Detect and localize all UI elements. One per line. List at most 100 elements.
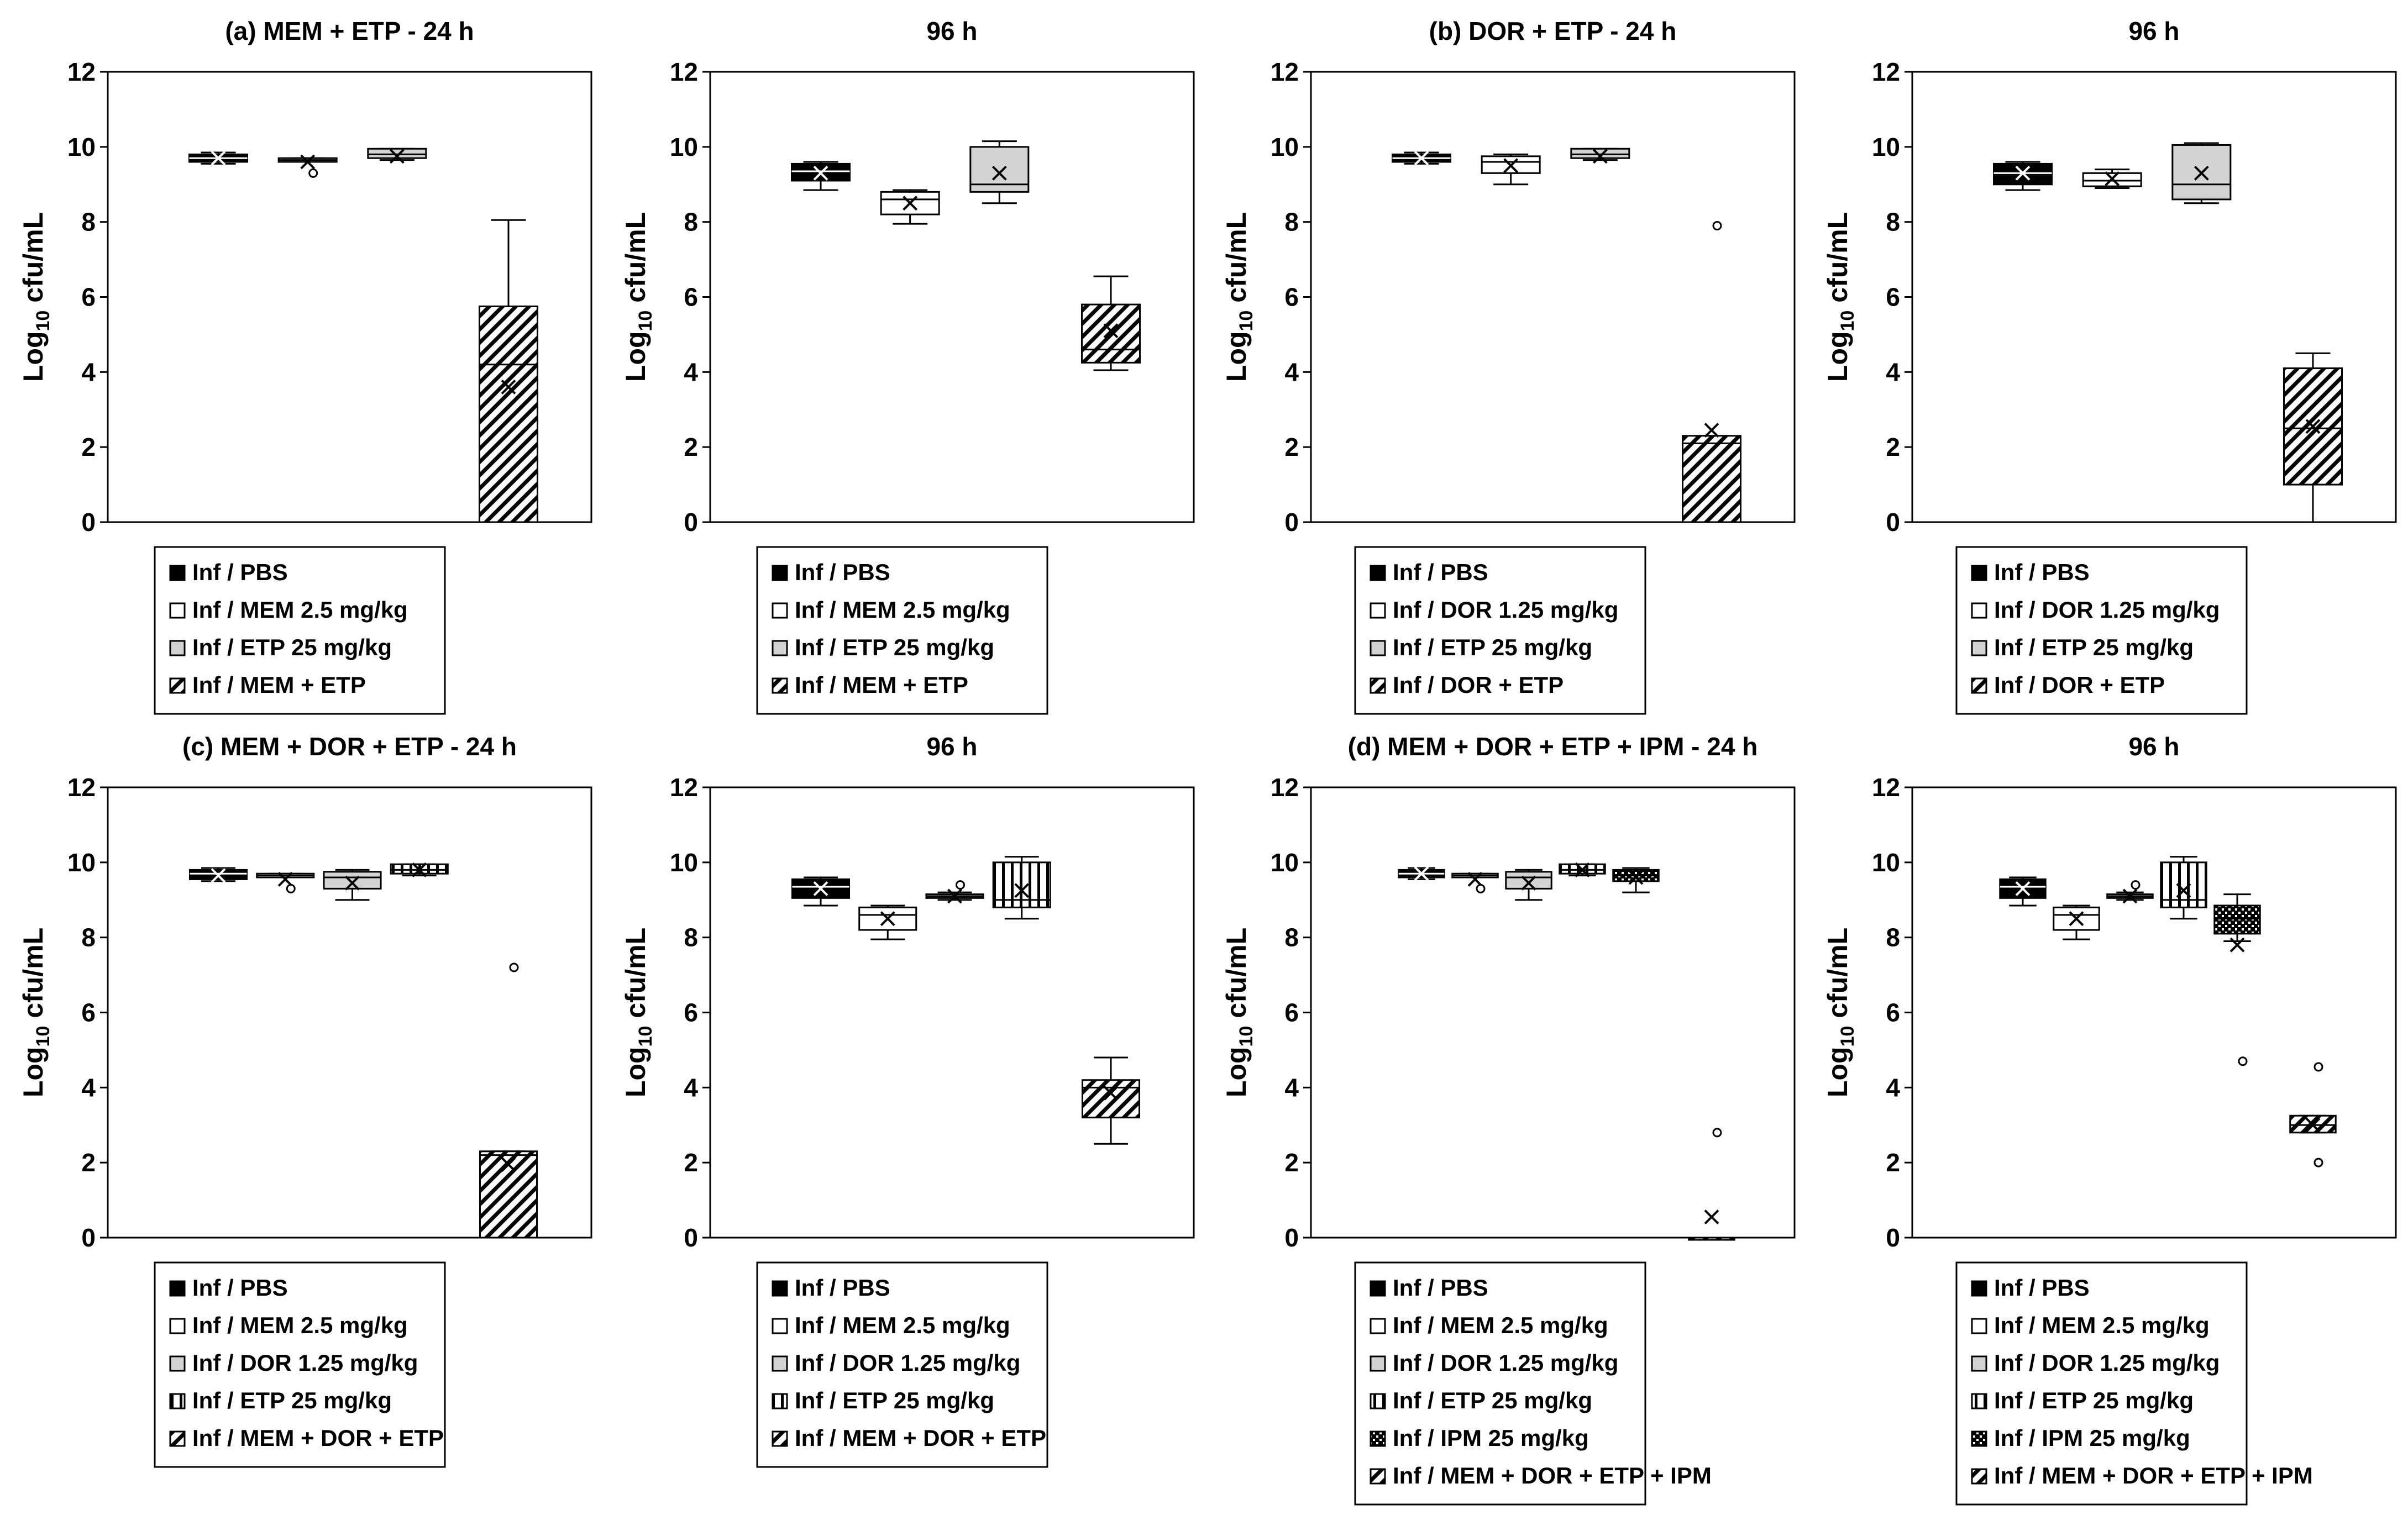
chart-title: (b) DOR + ETP - 24 h: [1429, 17, 1677, 45]
legend-label: Inf / MEM + DOR + ETP: [192, 1425, 444, 1451]
outlier-point: [2238, 1056, 2248, 1066]
y-axis-label: Log10 cfu/mL: [620, 928, 656, 1097]
y-tick-label: 6: [1284, 283, 1299, 312]
y-tick-label: 0: [684, 508, 698, 536]
y-axis-label: Log10 cfu/mL: [1221, 212, 1257, 382]
chart-panel-6: (d) MEM + DOR + ETP + IPM - 24 h 0 2 4 6 8 10 1…: [1221, 732, 1796, 1506]
legend-label: Inf / ETP 25 mg/kg: [192, 1387, 392, 1413]
legend-swatch: [169, 677, 186, 694]
y-axis-label: Log10 cfu/mL: [1822, 212, 1858, 382]
mean-marker: [501, 1157, 516, 1172]
y-tick-label: 12: [670, 773, 698, 802]
y-tick-label: 2: [1284, 433, 1299, 461]
legend-frame: [1354, 1261, 1646, 1506]
legend-label: Inf / PBS: [192, 559, 288, 585]
box-0: [1999, 876, 2047, 907]
legend-label: Inf / ETP 25 mg/kg: [1393, 634, 1592, 660]
legend-label: Inf / MEM + ETP: [192, 672, 366, 698]
y-tick-label: 12: [1872, 57, 1900, 86]
chart-title: (d) MEM + DOR + ETP + IPM - 24 h: [1348, 732, 1758, 761]
outlier-point: [286, 883, 296, 893]
legend-label: Inf / DOR 1.25 mg/kg: [192, 1350, 418, 1376]
chart-panel-2: (b) DOR + ETP - 24 h 0 2 4 6 8 10 12 Log10 cfu/m…: [1221, 17, 1796, 715]
legend-label: Inf / ETP 25 mg/kg: [1393, 1387, 1592, 1413]
legend-label: Inf / DOR 1.25 mg/kg: [795, 1350, 1020, 1376]
legend-swatch: [1971, 1280, 1987, 1297]
legend-frame: [154, 546, 446, 715]
y-tick-label: 2: [81, 1148, 96, 1177]
legend: Inf / PBS Inf / MEM 2.5 mg/kg Inf / ETP 25…: [756, 546, 1048, 715]
legend-label: Inf / MEM + DOR + ETP + IPM: [1393, 1463, 1712, 1488]
mean-marker: [1103, 323, 1119, 339]
legend-label: Inf / DOR 1.25 mg/kg: [1994, 1350, 2220, 1376]
chart-panel-4: (c) MEM + DOR + ETP - 24 h 0 2 4 6 8 10 12 Log10…: [18, 732, 592, 1468]
mean-marker: [1704, 423, 1719, 438]
box-2: [1570, 148, 1630, 164]
box-3: [2160, 856, 2207, 920]
legend-label: Inf / PBS: [192, 1275, 288, 1301]
outlier-point: [1476, 883, 1486, 893]
legend-label: Inf / DOR + ETP: [1994, 672, 2165, 698]
y-tick-label: 4: [81, 1073, 96, 1102]
legend-swatch: [1370, 1468, 1386, 1485]
outlier-point: [2313, 1062, 2323, 1072]
box-2: [323, 869, 382, 901]
box-3: [479, 219, 538, 523]
legend: Inf / PBS Inf / MEM 2.5 mg/kg Inf / DOR 1.…: [1354, 1261, 1712, 1506]
legend-label: Inf / MEM 2.5 mg/kg: [192, 1312, 408, 1338]
y-tick-label: 4: [81, 357, 96, 386]
legend-frame: [1354, 546, 1646, 715]
chart-title: 96 h: [2128, 17, 2179, 45]
y-tick-label: 6: [1886, 998, 1900, 1027]
box-5: [1688, 1128, 1735, 1241]
y-tick-label: 12: [1271, 773, 1299, 802]
mean-marker: [813, 881, 828, 896]
box-2: [1505, 869, 1552, 901]
y-axis-label: Log10 cfu/mL: [1822, 928, 1858, 1097]
legend-label: Inf / MEM + ETP: [795, 672, 968, 698]
box-3: [992, 856, 1051, 920]
y-tick-label: 8: [684, 923, 698, 952]
legend-swatch: [1971, 1430, 1987, 1447]
chart-title: 96 h: [2128, 732, 2179, 761]
mean-marker: [1592, 149, 1608, 164]
legend-label: Inf / PBS: [1393, 1275, 1488, 1301]
box-2: [925, 880, 984, 904]
mean-marker: [1014, 883, 1030, 898]
outlier-point: [509, 962, 519, 972]
legend-swatch: [1370, 602, 1386, 619]
y-tick-label: 10: [670, 133, 698, 161]
y-tick-label: 10: [67, 133, 96, 161]
box-4: [1081, 1056, 1141, 1145]
y-tick-label: 0: [81, 508, 96, 536]
y-tick-label: 6: [1284, 998, 1299, 1027]
chart-panel-0: (a) MEM + ETP - 24 h 0 2 4 6 8 10 12 Log10 cfu/m…: [18, 17, 592, 715]
legend-label: Inf / PBS: [795, 559, 890, 585]
mean-marker: [2194, 165, 2209, 181]
mean-marker: [1575, 862, 1590, 877]
mean-marker: [300, 154, 316, 170]
legend-label: Inf / PBS: [795, 1275, 890, 1301]
legend-swatch: [1370, 677, 1386, 694]
y-tick-label: 0: [1886, 1223, 1900, 1252]
box-0: [1398, 866, 1445, 881]
legend-swatch: [1370, 1355, 1386, 1372]
mean-marker: [947, 888, 962, 904]
mean-marker: [2305, 419, 2321, 434]
legend-label: Inf / MEM 2.5 mg/kg: [795, 1312, 1010, 1338]
box-1: [277, 154, 338, 178]
outlier-point: [2131, 880, 2141, 890]
y-tick-label: 0: [684, 1223, 698, 1252]
legend-swatch: [169, 1355, 186, 1372]
legend-swatch: [1971, 602, 1987, 619]
legend-swatch: [169, 565, 186, 581]
legend-frame: [1955, 1261, 2248, 1506]
box-1: [256, 871, 315, 893]
legend-swatch: [1971, 565, 1987, 581]
mean-marker: [2015, 881, 2031, 896]
y-tick-label: 6: [81, 283, 96, 312]
legend-label: Inf / MEM + DOR + ETP + IPM: [1994, 1463, 2313, 1488]
y-tick-label: 6: [81, 998, 96, 1027]
box-0: [791, 161, 851, 191]
